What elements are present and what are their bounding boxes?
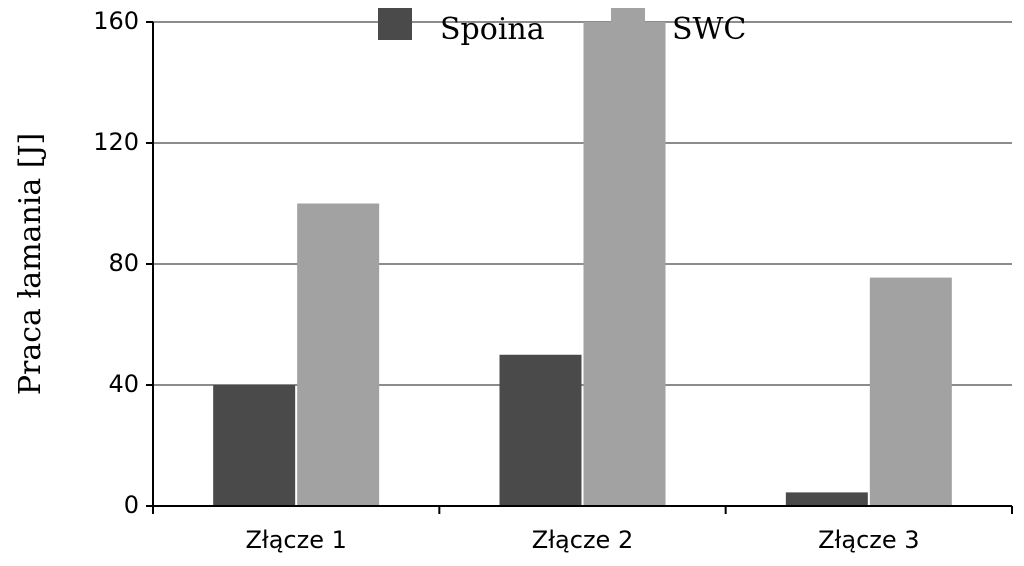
x-tick-label: Złącze 1 <box>245 526 346 554</box>
bar-spoina-1 <box>213 385 296 506</box>
x-tick-label: Złącze 2 <box>532 526 633 554</box>
x-tick-label: Złącze 3 <box>818 526 919 554</box>
legend: Spoina SWC <box>378 8 746 47</box>
y-tick-labels: 0 40 80 120 160 <box>93 7 153 519</box>
legend-swatch-swc <box>611 8 645 40</box>
legend-label-spoina: Spoina <box>440 12 545 47</box>
legend-swatch-spoina <box>378 8 412 40</box>
bar-swc-3 <box>869 277 952 506</box>
gridlines <box>153 21 1012 386</box>
y-tick-label: 0 <box>124 491 139 519</box>
x-tick-labels: Złącze 1 Złącze 2 Złącze 3 <box>152 506 1013 554</box>
y-tick-label: 40 <box>108 370 139 398</box>
bar-swc-2 <box>583 22 666 506</box>
y-axis-label: Praca łamania [J] <box>13 133 48 395</box>
legend-label-swc: SWC <box>672 12 746 47</box>
y-tick-label: 120 <box>93 128 139 156</box>
y-tick-label: 160 <box>93 7 139 35</box>
bars <box>213 22 952 506</box>
bar-swc-1 <box>297 203 380 506</box>
y-tick-label: 80 <box>108 249 139 277</box>
bar-spoina-2 <box>499 354 582 506</box>
bar-spoina-3 <box>785 492 868 506</box>
